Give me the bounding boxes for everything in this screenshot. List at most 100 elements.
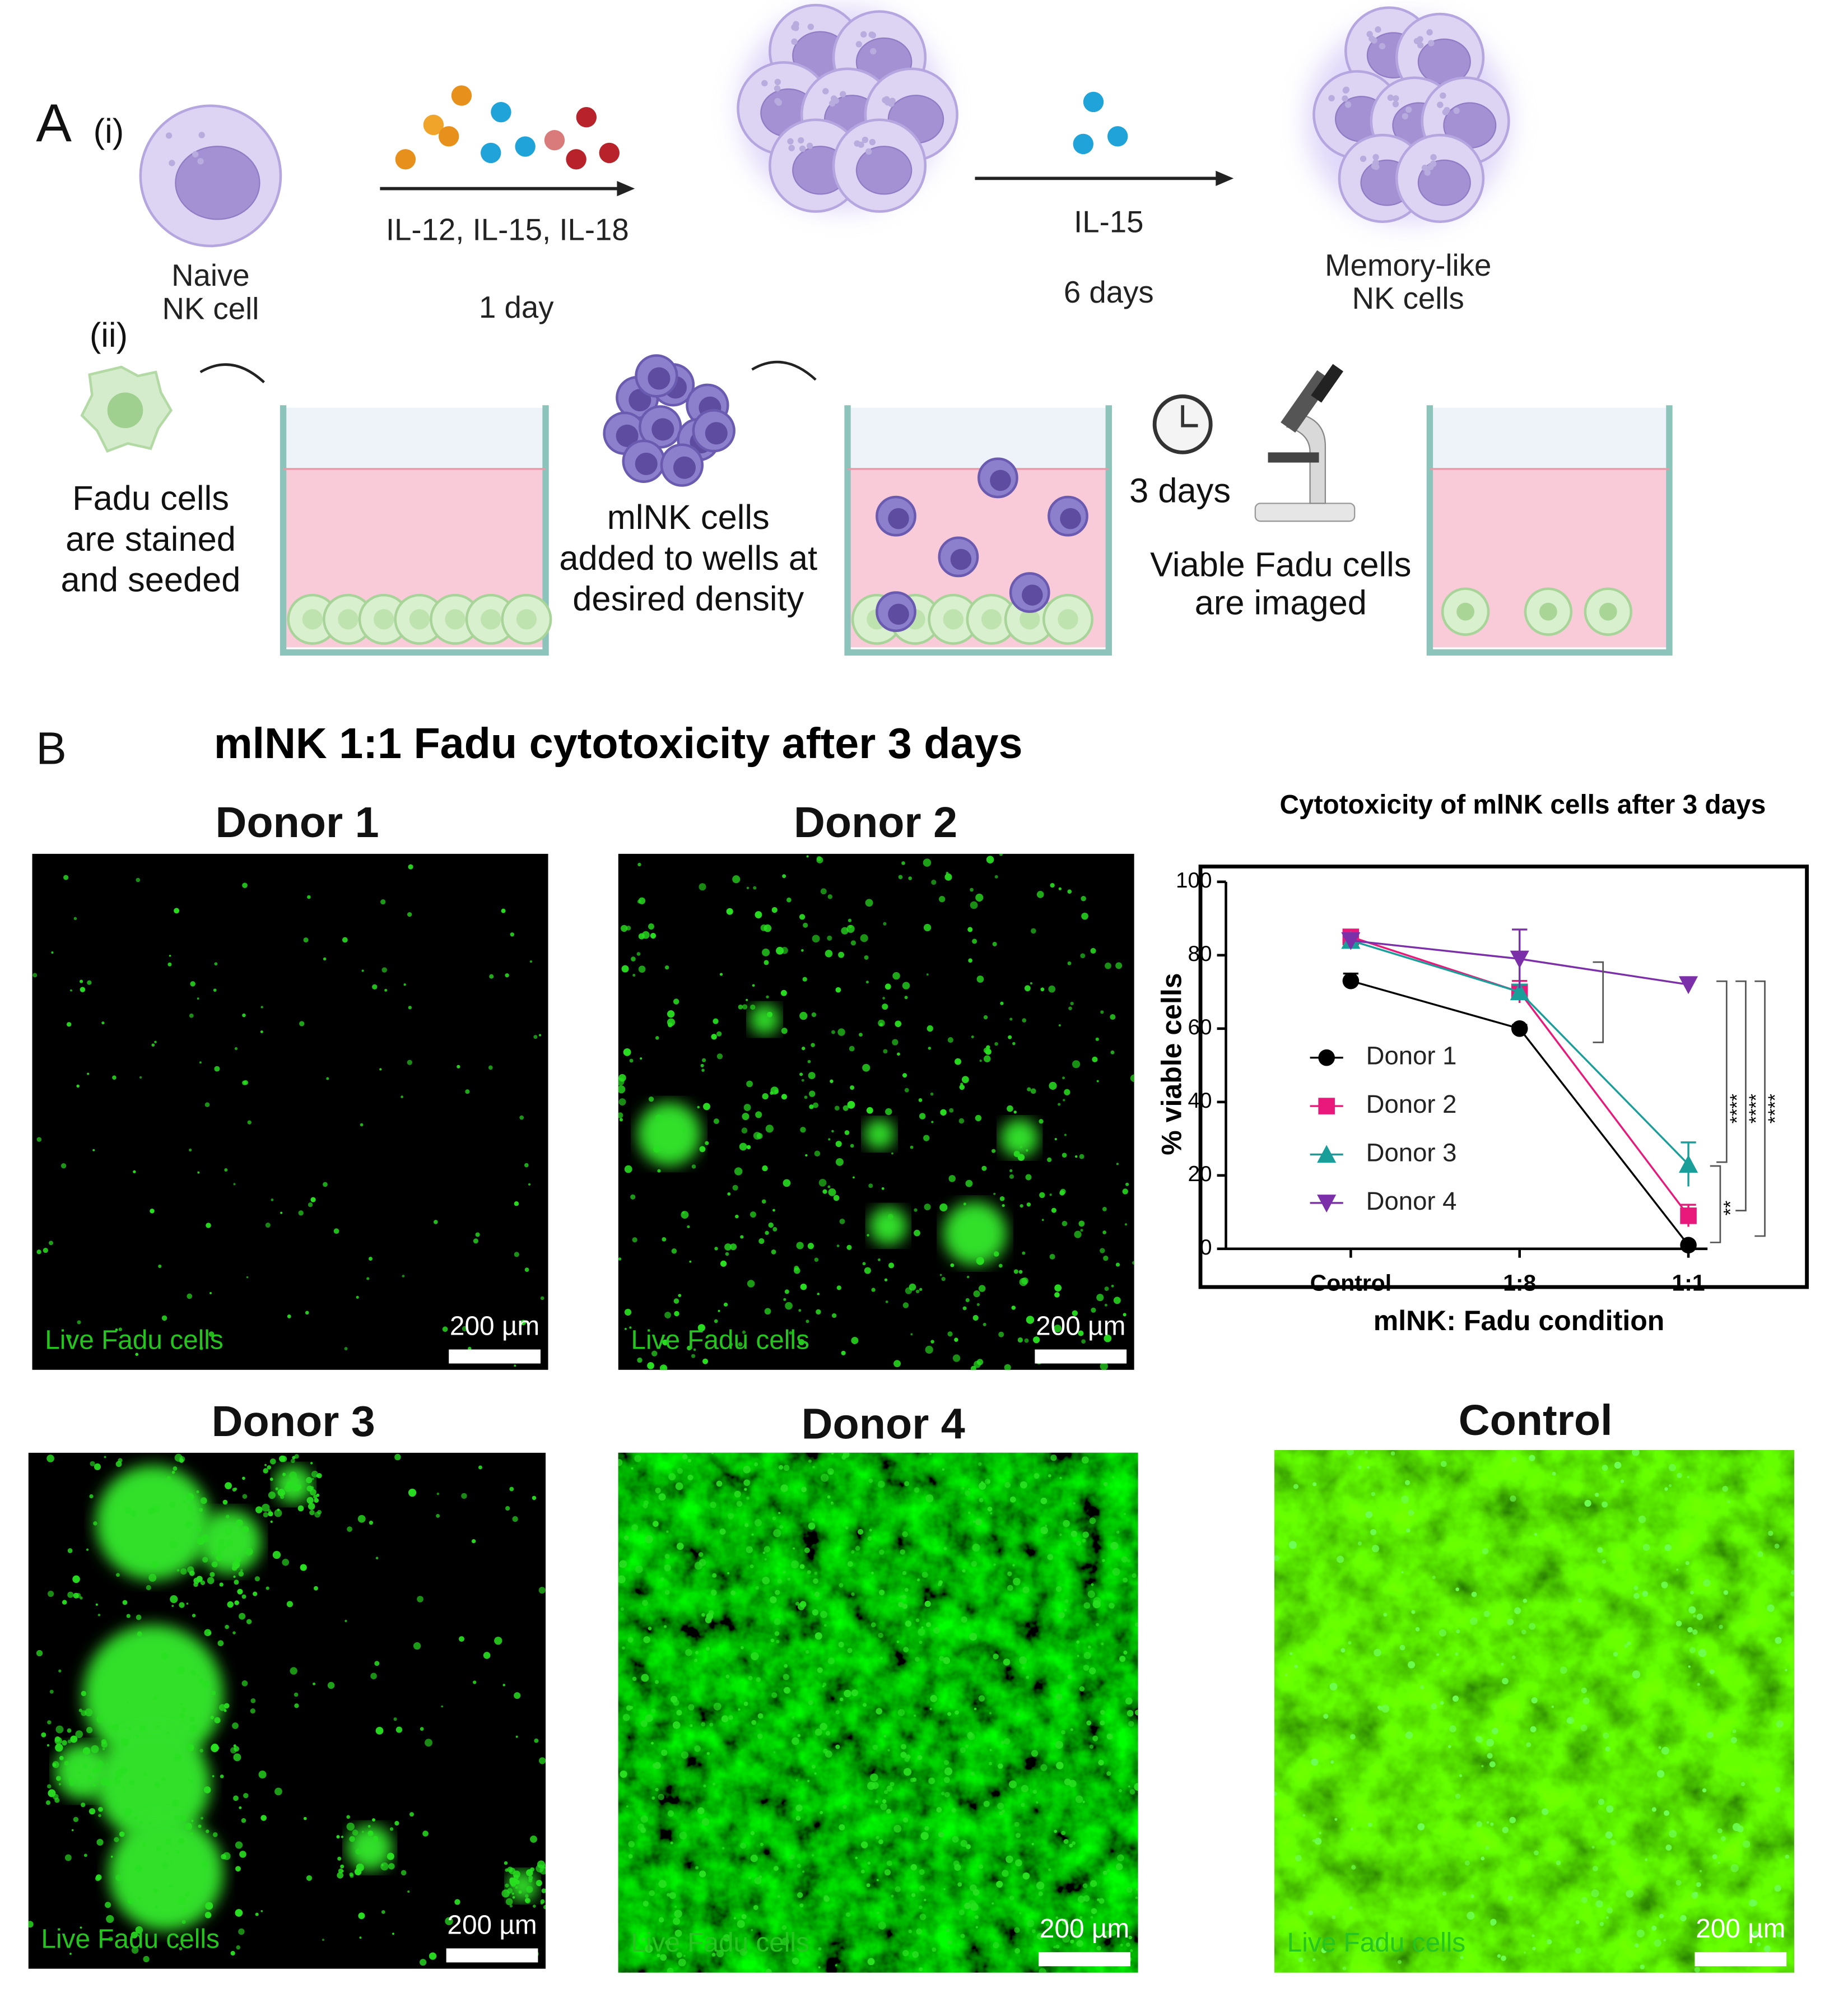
fluorescent-cell xyxy=(764,1308,771,1315)
fluorescent-cell xyxy=(1449,1725,1456,1732)
fluorescent-cell xyxy=(629,1326,632,1329)
fluorescent-cell xyxy=(505,1506,510,1511)
fluorescent-cell xyxy=(851,1689,859,1697)
fluorescent-cell xyxy=(635,1565,643,1573)
fluorescent-cell xyxy=(203,1786,211,1794)
fluorescent-cell xyxy=(174,1815,180,1821)
fluorescent-cell xyxy=(814,1257,819,1262)
bracket xyxy=(1593,961,1604,1043)
fluorescent-cell xyxy=(927,1025,933,1032)
label: 1 day xyxy=(479,290,554,324)
fluorescent-cell xyxy=(1785,1669,1788,1671)
fluorescent-cell xyxy=(727,1572,730,1574)
fluorescent-cell xyxy=(1095,1037,1099,1041)
fluorescent-cell xyxy=(1791,1569,1794,1575)
fluorescent-cell xyxy=(64,1760,69,1766)
fluorescent-cell xyxy=(1026,1316,1035,1324)
fluorescent-cell xyxy=(234,1047,238,1051)
fluorescent-cell xyxy=(921,1572,928,1578)
fluorescent-cell xyxy=(926,973,929,976)
cytokine xyxy=(576,107,597,128)
cell-cluster xyxy=(1000,1118,1039,1158)
cell-cluster xyxy=(108,1815,224,1931)
fluorescent-cell xyxy=(186,1744,194,1752)
fluorescent-cell xyxy=(950,1263,955,1267)
fluorescent-cell xyxy=(282,1559,290,1566)
fluorescent-cell xyxy=(904,1088,909,1093)
fluorescent-cell xyxy=(1431,1703,1437,1710)
fluorescent-cell xyxy=(1008,1780,1017,1788)
fluorescent-cell xyxy=(831,1452,834,1455)
fluorescent-cell xyxy=(171,1605,174,1608)
fluorescent-cell xyxy=(1091,1583,1094,1586)
fluorescent-cell xyxy=(200,1497,207,1504)
fluorescent-cell xyxy=(841,927,849,935)
fluorescent-cell xyxy=(1076,1540,1081,1546)
fluorescent-cell xyxy=(94,1463,101,1470)
fluorescent-cell xyxy=(1664,1810,1670,1816)
fluorescent-cell xyxy=(1019,1912,1022,1915)
fluorescent-cell xyxy=(703,1784,706,1788)
fluorescent-cell xyxy=(740,1235,744,1239)
fluorescent-cell xyxy=(180,1702,183,1706)
fluorescent-cell xyxy=(978,1462,982,1466)
fluorescent-cell xyxy=(897,1052,900,1056)
label: are imaged xyxy=(1195,584,1367,622)
fluorescent-cell xyxy=(886,1785,893,1792)
fluorescent-cell xyxy=(808,1699,814,1706)
fluorescent-cell xyxy=(795,1779,798,1782)
fluorescent-cell xyxy=(933,1627,940,1634)
fluorescent-cell xyxy=(1110,1014,1116,1020)
fluorescent-cell xyxy=(174,908,180,914)
fluorescent-cell xyxy=(884,1869,891,1876)
fluorescent-cell xyxy=(902,1073,907,1078)
fluorescent-cell xyxy=(662,1237,667,1242)
fluorescent-cell xyxy=(1556,1860,1561,1865)
scale-label: 200 µm xyxy=(1040,1914,1129,1944)
fluorescent-cell xyxy=(1767,1604,1775,1612)
fluorescent-cell xyxy=(882,1004,888,1010)
nucleus xyxy=(1417,159,1471,206)
label: IL-15 xyxy=(1074,205,1143,239)
fluorescent-cell xyxy=(645,1944,653,1953)
fluorescent-cell xyxy=(851,1336,859,1344)
image-title: Donor 2 xyxy=(794,798,957,847)
fluorescent-cell xyxy=(770,1596,777,1604)
fluorescent-cell xyxy=(1687,1627,1693,1633)
fluorescent-cell xyxy=(1626,1641,1631,1646)
fluorescent-cell xyxy=(121,1738,129,1746)
fluorescent-cell xyxy=(883,922,887,926)
fluorescent-cell xyxy=(1696,1613,1703,1620)
fluorescent-cell xyxy=(1610,1839,1617,1846)
fluorescent-cell xyxy=(663,1625,667,1628)
fluorescent-cell xyxy=(208,1331,215,1337)
fluorescent-cell xyxy=(536,1864,544,1873)
fluorescent-cell xyxy=(648,1097,654,1102)
fluorescent-cell xyxy=(1492,1727,1498,1735)
fluorescent-cell xyxy=(1067,961,1072,965)
granule xyxy=(1360,155,1367,162)
nk-nucleus xyxy=(888,603,909,625)
fluorescent-cell xyxy=(1664,1544,1672,1551)
scale-label: 200 µm xyxy=(450,1311,539,1341)
fluorescent-cell xyxy=(1334,1818,1338,1821)
fluorescent-cell xyxy=(165,1838,171,1845)
fluorescent-cell xyxy=(41,1732,46,1738)
fluorescent-cell xyxy=(657,1169,661,1173)
fluorescent-cell xyxy=(822,1683,827,1687)
fluorescent-cell xyxy=(58,1669,62,1673)
fluorescent-cell xyxy=(49,1689,54,1694)
fluorescent-cell xyxy=(1127,1559,1130,1563)
label: 6 days xyxy=(1064,275,1154,309)
fluorescent-cell xyxy=(876,1836,879,1839)
fluorescent-cell xyxy=(425,1739,432,1747)
fluorescent-cell xyxy=(928,1777,935,1785)
fluorescent-cell xyxy=(126,1614,131,1618)
fluorescent-cell xyxy=(1757,1942,1761,1946)
fluorescent-cell xyxy=(902,1603,908,1609)
fluorescent-cell xyxy=(850,1085,855,1090)
fluorescent-cell xyxy=(359,1936,362,1939)
fluorescent-cell xyxy=(1530,1726,1537,1732)
fluorescent-cell xyxy=(258,1771,267,1779)
fluorescent-cell xyxy=(967,1511,971,1515)
